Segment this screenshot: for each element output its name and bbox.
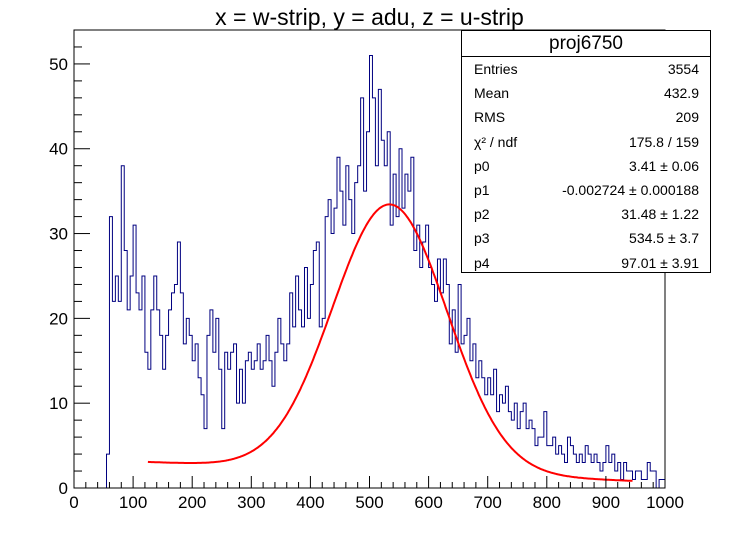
- x-tick-label: 800: [533, 493, 561, 512]
- stats-box: proj6750 Entries 3554 Mean 432.9 RMS 209 χ² / …: [461, 30, 711, 273]
- stats-key: Mean: [474, 85, 510, 102]
- stats-row: p4 97.01 ± 3.91: [462, 251, 710, 275]
- y-tick-label: 10: [49, 394, 68, 413]
- stats-key: p0: [474, 157, 490, 174]
- y-tick-label: 30: [49, 225, 68, 244]
- stats-key: Entries: [474, 61, 518, 77]
- stats-row: Mean 432.9: [462, 81, 710, 105]
- stats-rows: Entries 3554 Mean 432.9 RMS 209 χ² / ndf 175.8 …: [462, 57, 710, 275]
- y-tick-label: 40: [49, 140, 68, 159]
- x-tick-label: 300: [237, 493, 265, 512]
- stats-row: Entries 3554: [462, 57, 710, 81]
- stats-row: p2 31.48 ± 1.22: [462, 202, 710, 226]
- stats-key: χ² / ndf: [474, 133, 518, 150]
- x-tick-label: 900: [592, 493, 620, 512]
- x-tick-label: 1000: [646, 493, 684, 512]
- x-tick-label: 700: [474, 493, 502, 512]
- stats-key: p1: [474, 181, 490, 198]
- histogram-outline: [106, 54, 666, 489]
- stats-value: 3554: [667, 61, 699, 77]
- y-tick-label: 50: [49, 55, 68, 74]
- stats-row: χ² / ndf 175.8 / 159: [462, 130, 710, 154]
- stats-value: -0.002724 ± 0.000188: [562, 181, 699, 198]
- x-tick-label: 500: [355, 493, 383, 512]
- y-tick-label: 0: [59, 479, 68, 498]
- stats-row: p0 3.41 ± 0.06: [462, 154, 710, 178]
- stats-key: p4: [474, 254, 490, 271]
- stats-row: RMS 209: [462, 105, 710, 129]
- fit-curve: [147, 203, 633, 482]
- x-tick-label: 400: [296, 493, 324, 512]
- stats-row: p1 -0.002724 ± 0.000188: [462, 178, 710, 202]
- x-tick-label: 200: [178, 493, 206, 512]
- stats-value: 31.48 ± 1.22: [621, 206, 699, 223]
- stats-key: RMS: [474, 109, 506, 126]
- y-tick-label: 20: [49, 309, 68, 328]
- stats-row: p3 534.5 ± 3.7: [462, 226, 710, 250]
- x-tick-label: 600: [414, 493, 442, 512]
- stats-value: 534.5 ± 3.7: [629, 230, 699, 247]
- stats-value: 432.9: [663, 85, 699, 102]
- x-tick-label: 100: [119, 493, 147, 512]
- x-tick-label: 0: [69, 493, 78, 512]
- stats-value: 175.8 / 159: [628, 133, 699, 150]
- chart-title: x = w-strip, y = adu, z = u-strip: [215, 4, 524, 30]
- stats-box-name: proj6750: [462, 31, 710, 57]
- stats-key: p2: [474, 206, 490, 223]
- stats-value: 209: [675, 109, 699, 126]
- stats-key: p3: [474, 230, 490, 247]
- stats-value: 3.41 ± 0.06: [629, 157, 699, 174]
- stats-value: 97.01 ± 3.91: [621, 254, 699, 271]
